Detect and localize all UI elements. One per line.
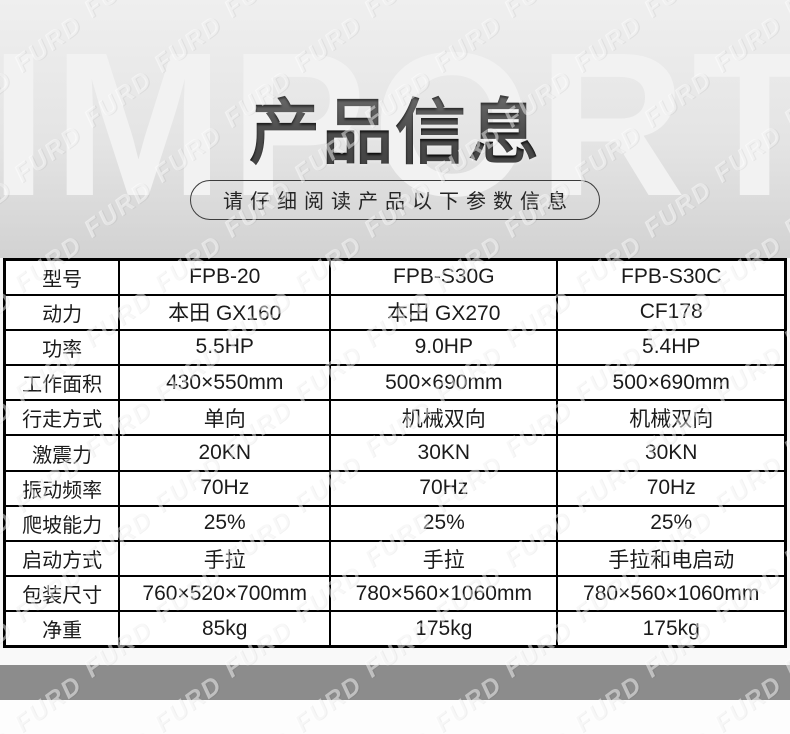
table-row: 净重 85kg 175kg 175kg — [3, 610, 787, 648]
table-row: 包装尺寸 760×520×700mm 780×560×1060mm 780×560×1… — [3, 575, 787, 613]
spec-value-cell: 手拉和电启动 — [556, 539, 787, 578]
spec-value-cell: 手拉 — [329, 539, 559, 578]
spec-value-cell: 本田 GX270 — [329, 293, 559, 331]
table-row: 型号 FPB-20 FPB-S30G FPB-S30C — [3, 258, 787, 296]
spec-value-cell: 175kg — [556, 610, 787, 648]
spec-value-cell: 500×690mm — [329, 364, 559, 402]
spec-value-cell: 30KN — [329, 434, 559, 472]
spec-value-cell: 780×560×1060mm — [329, 575, 559, 613]
spec-value-cell: 70Hz — [118, 469, 332, 507]
spec-label-cell: 净重 — [3, 610, 121, 648]
table-row: 启动方式 手拉 手拉 手拉和电启动 — [3, 539, 787, 578]
spec-value-cell: 20KN — [118, 434, 332, 472]
footer-gap — [0, 648, 790, 666]
spec-value-cell: 70Hz — [329, 469, 559, 507]
spec-value-cell: CF178 — [556, 293, 787, 331]
spec-value-cell: 25% — [556, 504, 787, 543]
table-row: 工作面积 430×550mm 500×690mm 500×690mm — [3, 364, 787, 402]
spec-value-cell: 430×550mm — [118, 364, 332, 402]
spec-label-cell: 激震力 — [3, 434, 121, 472]
spec-value-cell: 30KN — [556, 434, 787, 472]
spec-value-cell: 机械双向 — [329, 399, 559, 437]
table-row: 爬坡能力 25% 25% 25% — [3, 504, 787, 543]
footer-bottom — [0, 700, 790, 734]
footer-section — [0, 648, 790, 734]
spec-value-cell: 500×690mm — [556, 364, 787, 402]
spec-value-cell: 85kg — [118, 610, 332, 648]
spec-label-cell: 功率 — [3, 328, 121, 367]
subtitle-pill: 请仔细阅读产品以下参数信息 — [190, 180, 600, 220]
spec-label-cell: 动力 — [3, 293, 121, 331]
spec-value-cell: 780×560×1060mm — [556, 575, 787, 613]
spec-value-cell: FPB-S30G — [329, 258, 559, 296]
spec-label-cell: 包装尺寸 — [3, 575, 121, 613]
spec-value-cell: 5.5HP — [118, 328, 332, 367]
spec-value-cell: 175kg — [329, 610, 559, 648]
spec-label-cell: 爬坡能力 — [3, 504, 121, 543]
spec-value-cell: 25% — [329, 504, 559, 543]
spec-table-section: 型号 FPB-20 FPB-S30G FPB-S30C 动力 本田 GX160 本田 GX2… — [0, 258, 790, 649]
spec-value-cell: 单向 — [118, 399, 332, 437]
spec-table: 型号 FPB-20 FPB-S30G FPB-S30C 动力 本田 GX160 本田 GX2… — [3, 258, 787, 649]
spec-value-cell: 760×520×700mm — [118, 575, 332, 613]
spec-value-cell: 本田 GX160 — [118, 293, 332, 331]
spec-value-cell: FPB-S30C — [556, 258, 787, 296]
spec-table-body: 型号 FPB-20 FPB-S30G FPB-S30C 动力 本田 GX160 本田 GX2… — [3, 258, 787, 648]
page-title: 产品信息 — [0, 76, 790, 178]
spec-label-cell: 工作面积 — [3, 364, 121, 402]
footer-divider-band — [0, 665, 790, 701]
spec-label-cell: 型号 — [3, 258, 121, 296]
spec-value-cell: 5.4HP — [556, 328, 787, 367]
spec-label-cell: 行走方式 — [3, 399, 121, 437]
hero-section: IMPORT 产品信息 请仔细阅读产品以下参数信息 — [0, 0, 790, 258]
spec-label-cell: 启动方式 — [3, 539, 121, 578]
table-row: 激震力 20KN 30KN 30KN — [3, 434, 787, 472]
spec-value-cell: 手拉 — [118, 539, 332, 578]
spec-value-cell: 25% — [118, 504, 332, 543]
spec-label-cell: 振动频率 — [3, 469, 121, 507]
spec-value-cell: FPB-20 — [118, 258, 332, 296]
table-row: 动力 本田 GX160 本田 GX270 CF178 — [3, 293, 787, 331]
table-row: 行走方式 单向 机械双向 机械双向 — [3, 399, 787, 437]
spec-value-cell: 9.0HP — [329, 328, 559, 367]
spec-value-cell: 70Hz — [556, 469, 787, 507]
spec-value-cell: 机械双向 — [556, 399, 787, 437]
subtitle-row: 请仔细阅读产品以下参数信息 — [0, 180, 790, 220]
table-row: 振动频率 70Hz 70Hz 70Hz — [3, 469, 787, 507]
table-row: 功率 5.5HP 9.0HP 5.4HP — [3, 328, 787, 367]
